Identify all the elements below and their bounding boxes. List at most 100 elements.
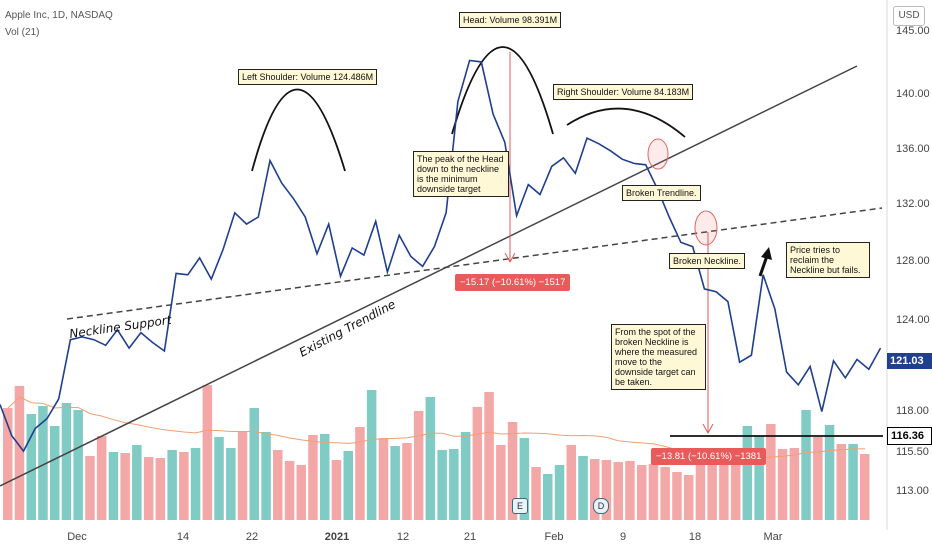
left-shoulder-note: Left Shoulder: Volume 124.486M (238, 69, 378, 85)
volume-bar (637, 465, 647, 520)
volume-bar (695, 456, 706, 520)
volume-bar (96, 436, 107, 520)
volume-bar (378, 438, 389, 520)
volume-bar (590, 459, 600, 520)
last-price-badge: 121.03 (887, 353, 932, 369)
volume-bar (449, 449, 459, 520)
volume-bar (390, 446, 400, 520)
price-axis-tick-label: 115.50 (896, 446, 929, 458)
price-axis: 145.00 140.00 136.00 132.00 128.00 124.00 118.… (896, 25, 930, 497)
volume-bar (531, 467, 541, 520)
volume-bar (14, 386, 25, 520)
volume-bar (789, 448, 800, 520)
volume-bar (766, 424, 776, 520)
dividend-event-marker[interactable]: D (593, 498, 609, 514)
time-axis: Dec 14 22 2021 12 21 Feb 9 18 Mar (67, 531, 783, 543)
volume-bar (613, 462, 623, 520)
volume-bar (308, 435, 318, 520)
volume-bar (625, 461, 635, 520)
volume-bar (273, 450, 283, 520)
volume-bar (296, 465, 306, 520)
price-axis-tick-label: 118.00 (896, 405, 929, 417)
existing-trendline (0, 65, 858, 487)
price-axis-tick-label: 140.00 (896, 88, 930, 100)
time-axis-tick-label: 2021 (325, 531, 349, 543)
time-axis-tick-label: Mar (764, 531, 783, 543)
neckline-support-line (66, 207, 883, 320)
volume-bar (719, 452, 729, 520)
broken-trendline-circle (647, 138, 669, 170)
volume-bar (730, 465, 741, 520)
volume-bar (801, 410, 811, 520)
volume-bar (108, 452, 119, 520)
broken-neckline-note: Broken Neckline. (669, 253, 746, 269)
volume-bar (249, 408, 259, 520)
reclaim-attempt-arrow-head (761, 247, 772, 260)
volume-bar (496, 445, 506, 520)
volume-bar (660, 467, 670, 520)
volume-bar (85, 456, 95, 520)
breakdown-measured-move-arrow (702, 423, 714, 435)
volume-bar (50, 426, 60, 520)
volume-bar (472, 407, 483, 520)
volume-bar (519, 438, 530, 520)
volume-indicator-label: Vol (21) (5, 27, 40, 38)
volume-bar (155, 458, 166, 520)
volume-bar (413, 411, 424, 520)
volume-bar (683, 475, 694, 520)
earnings-event-marker[interactable]: E (512, 498, 528, 514)
time-axis-tick-label: 9 (620, 531, 626, 543)
time-axis-tick-label: 22 (246, 531, 258, 543)
symbol-title: Apple Inc, 1D, NASDAQ (5, 10, 113, 21)
volume-bar (331, 460, 342, 520)
volume-bar (143, 457, 154, 520)
volume-bar (284, 461, 295, 520)
volume-bar (777, 449, 788, 520)
volume-bar (824, 425, 835, 520)
head-note: Head: Volume 98.391M (459, 12, 562, 28)
volume-bar (836, 444, 846, 520)
volume-bar (132, 445, 142, 520)
volume-bar (707, 448, 717, 520)
head-target-measure-label: −15.17 (−10.61%) −1517 (455, 274, 571, 291)
volume-bar (237, 431, 248, 520)
right-shoulder-note: Right Shoulder: Volume 84.183M (553, 84, 694, 100)
volume-bar (366, 390, 377, 520)
head-target-note: The peak of the Head down to the necklin… (413, 151, 509, 197)
volume-bar (214, 437, 224, 520)
volume-bar (320, 434, 330, 520)
volume-bar (672, 472, 682, 520)
price-axis-tick-label: 124.00 (896, 314, 930, 326)
volume-bar (73, 410, 83, 520)
volume-bar (167, 450, 177, 520)
price-axis-tick-label: 132.00 (896, 198, 930, 210)
time-axis-tick-label: Dec (67, 531, 87, 543)
volume-bar (355, 427, 365, 520)
volume-bar (648, 464, 659, 520)
time-axis-tick-label: 12 (397, 531, 409, 543)
price-axis-tick-label: 113.00 (896, 485, 929, 497)
volume-bar (460, 432, 471, 520)
support-price-badge: 116.36 (887, 427, 932, 445)
volume-bar (507, 422, 518, 520)
left-shoulder-arc (251, 88, 346, 172)
price-axis-tick-label: 145.00 (896, 25, 930, 37)
time-axis-tick-label: 14 (177, 531, 189, 543)
volume-bar (402, 443, 412, 520)
head-arc (451, 46, 554, 135)
volume-bar (484, 392, 494, 520)
volume-bar (425, 397, 436, 520)
volume-bar (754, 436, 764, 520)
volume-bar (261, 432, 271, 520)
currency-selector[interactable]: USD (893, 6, 925, 26)
volume-bar (61, 403, 72, 520)
volume-bar (543, 474, 553, 520)
broken-neckline-circle (694, 210, 718, 246)
volume-bar (226, 448, 236, 520)
time-axis-tick-label: 18 (689, 531, 701, 543)
volume-bar (860, 454, 870, 520)
volume-bar (742, 426, 753, 520)
volume-bar (38, 406, 48, 520)
volume-bar (26, 414, 36, 520)
